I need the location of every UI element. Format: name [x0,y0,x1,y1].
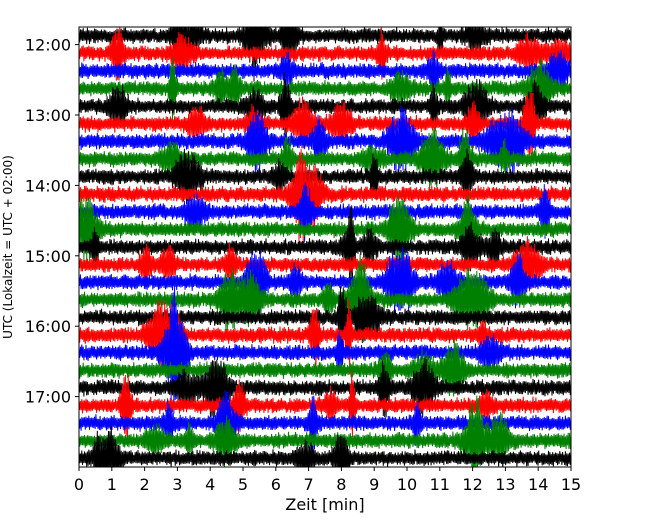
x-tick-label: 4 [205,475,215,494]
x-tick-label: 1 [107,475,117,494]
trace-1430 [79,193,571,266]
y-axis-label: UTC (Lokalzeit = UTC + 02:00) [1,155,15,339]
trace-1615 [79,285,571,414]
trace-1200 [79,27,571,81]
x-tick-label: 2 [140,475,150,494]
trace-1215 [79,49,571,95]
x-tick-label: 0 [74,475,84,494]
trace-1500 [79,236,571,292]
trace-1245 [79,72,571,139]
trace-1730 [79,395,571,467]
x-tick-label: 9 [369,475,379,494]
y-tick-label: 14:00 [25,176,71,195]
x-axis-label: Zeit [min] [285,495,364,514]
x-tick-label: 12 [462,475,482,494]
y-tick-label: 13:00 [25,106,71,125]
x-tick-label: 10 [397,475,417,494]
x-tick-label: 13 [495,475,515,494]
y-tick-label: 12:00 [25,36,71,55]
traces-layer [79,27,571,467]
trace-1230 [79,56,571,122]
trace-1315 [79,104,571,180]
y-tick-label: 17:00 [25,388,71,407]
trace-1700 [79,370,571,442]
trace-1415 [79,182,571,242]
trace-1445 [79,206,571,284]
x-tick-label: 3 [172,475,182,494]
x-tick-label: 6 [271,475,281,494]
trace-1745 [79,425,571,467]
x-tick-label: 11 [430,475,450,494]
x-tick-label: 8 [336,475,346,494]
trace-1530 [79,254,571,344]
y-axis: 12:00 13:00 14:00 15:00 16:00 17:00 [25,36,79,407]
y-tick-label: 16:00 [25,317,71,336]
trace-1645 [79,357,571,424]
trace-1630 [79,339,571,397]
trace-1715 [79,390,571,458]
x-axis: 0 1 2 3 4 5 6 7 8 9 10 11 12 13 14 15 [74,467,581,494]
trace-1345 [79,148,571,205]
x-tick-label: 7 [304,475,314,494]
trace-1400 [79,149,571,244]
y-tick-label: 15:00 [25,247,71,266]
plot-frame [78,26,572,468]
trace-1145 [79,27,571,82]
x-tick-label: 14 [528,475,548,494]
trace-1515 [79,247,571,319]
x-tick-label: 5 [238,475,248,494]
trace-1330 [79,127,571,192]
x-tick-label: 15 [561,475,581,494]
